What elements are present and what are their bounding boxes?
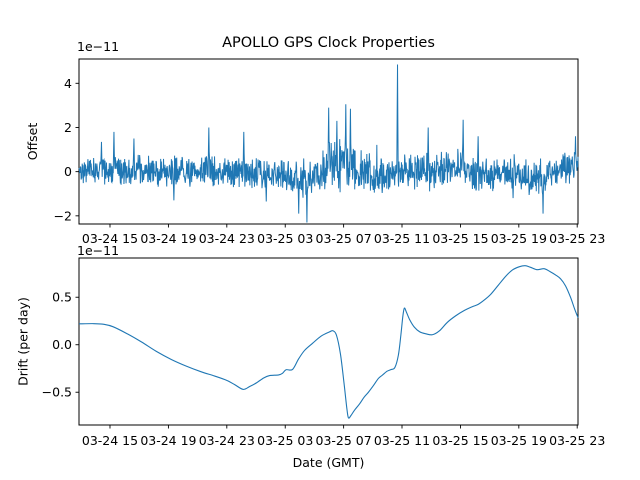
x-tick-label: 03-25 07 bbox=[316, 433, 372, 448]
y-tick-label: 0 bbox=[64, 164, 72, 179]
x-tick-label: 03-25 23 bbox=[549, 231, 605, 246]
x-tick-label: 03-25 19 bbox=[491, 433, 547, 448]
x-tick-label: 03-25 03 bbox=[257, 231, 313, 246]
chart-title: APOLLO GPS Clock Properties bbox=[222, 35, 435, 51]
drift-series-line bbox=[78, 265, 579, 419]
y-tick-label: 2 bbox=[64, 120, 72, 135]
y-tick-label: 4 bbox=[64, 76, 72, 91]
drift-axis-scale-note: 1e−11 bbox=[77, 243, 119, 258]
y-tick-label: −0.5 bbox=[42, 385, 72, 400]
x-tick-label: 03-25 23 bbox=[549, 433, 605, 448]
y-tick-label: 0.5 bbox=[52, 290, 72, 305]
x-tick-label: 03-25 03 bbox=[257, 433, 313, 448]
x-tick-label: 03-25 15 bbox=[432, 433, 488, 448]
x-tick-label: 03-24 19 bbox=[140, 231, 196, 246]
x-tick-label: 03-25 11 bbox=[374, 433, 430, 448]
x-tick-label: 03-24 23 bbox=[199, 433, 255, 448]
x-tick-label: 03-24 23 bbox=[199, 231, 255, 246]
x-axis-label: Date (GMT) bbox=[293, 455, 365, 470]
offset-series-line bbox=[78, 64, 579, 223]
drift-plot-area bbox=[78, 257, 579, 426]
offset-y-axis-label: Offset bbox=[25, 123, 40, 161]
drift-y-axis-label: Drift (per day) bbox=[16, 297, 31, 386]
x-tick-label: 03-24 15 bbox=[82, 433, 138, 448]
x-tick-label: 03-25 19 bbox=[491, 231, 547, 246]
x-tick-label: 03-25 11 bbox=[374, 231, 430, 246]
x-tick-label: 03-24 15 bbox=[82, 231, 138, 246]
chart-layer: 03-24 15 03-24 19 03-24 23 03-25 03 03-25 07… bbox=[42, 58, 605, 448]
x-tick-label: 03-25 07 bbox=[316, 231, 372, 246]
offset-axis-scale-note: 1e−11 bbox=[77, 39, 119, 54]
y-tick-label: −2 bbox=[54, 208, 72, 223]
x-tick-label: 03-24 19 bbox=[140, 433, 196, 448]
x-tick-label: 03-25 15 bbox=[432, 231, 488, 246]
y-tick-label: 0.0 bbox=[52, 337, 72, 352]
offset-plot-area bbox=[78, 58, 579, 225]
